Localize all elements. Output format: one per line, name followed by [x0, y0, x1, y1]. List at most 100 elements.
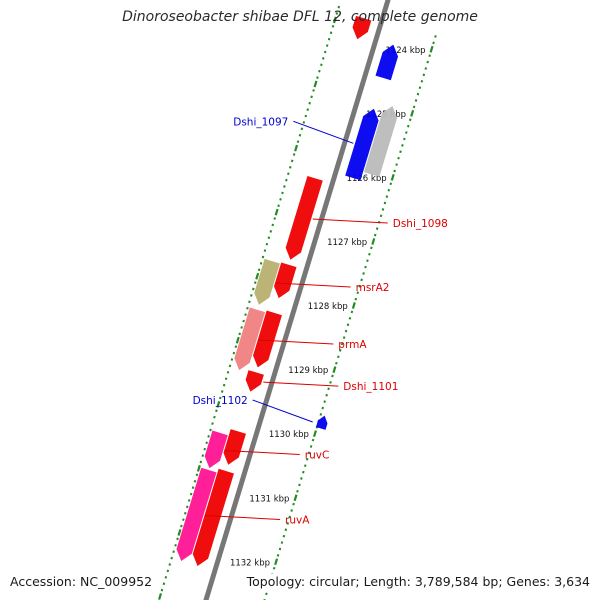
scale-minor-tick [215, 409, 218, 413]
scale-minor-tick [283, 185, 286, 188]
feature-label[interactable]: prmA [338, 339, 367, 351]
genome-summary: Topology: circular; Length: 3,789,584 bp… [244, 574, 592, 589]
gene-feature[interactable] [223, 429, 246, 465]
scale-minor-tick [318, 69, 321, 73]
scale-tick-label: 1132 kbp [230, 558, 270, 568]
gene-feature-msra2[interactable] [254, 258, 280, 305]
scale-minor-tick [280, 541, 284, 544]
scale-minor-tick [401, 144, 404, 147]
gene-feature[interactable] [192, 468, 234, 566]
gene-feature[interactable] [363, 105, 398, 177]
gene-feature[interactable] [375, 44, 399, 81]
scale-major-tick [312, 430, 317, 438]
scale-minor-tick [207, 435, 210, 438]
scale-minor-tick [193, 479, 197, 483]
scale-minor-tick [211, 422, 214, 425]
gene-feature[interactable] [352, 15, 372, 40]
scale-minor-tick [309, 445, 313, 448]
scale-minor-tick [316, 76, 319, 79]
scale-minor-tick [184, 511, 187, 515]
feature-label[interactable]: Dshi_1097 [233, 116, 288, 128]
scale-minor-tick [285, 178, 288, 182]
scale-major-tick [255, 272, 260, 280]
scale-minor-tick [350, 310, 354, 314]
scale-minor-tick [286, 522, 290, 525]
scale-minor-tick [174, 543, 177, 547]
scale-minor-tick [354, 297, 358, 301]
scale-major-tick [332, 16, 337, 24]
gene-feature-ruva[interactable] [176, 467, 217, 562]
scale-minor-tick [358, 284, 361, 288]
scale-minor-tick [308, 101, 311, 105]
scale-major-tick [313, 80, 318, 88]
scale-minor-tick [418, 86, 422, 90]
scale-minor-tick [329, 381, 332, 384]
scale-minor-tick [335, 12, 339, 15]
scale-minor-tick [383, 201, 387, 205]
scale-minor-tick [246, 306, 249, 310]
scale-minor-tick [408, 118, 412, 122]
scale-minor-tick [226, 370, 230, 374]
scale-minor-tick [187, 499, 191, 502]
scale-minor-tick [422, 73, 426, 77]
scale-minor-tick [259, 262, 263, 265]
gene-feature[interactable] [253, 310, 282, 368]
gene-feature-ruvc[interactable] [204, 430, 228, 469]
scale-minor-tick [213, 415, 216, 419]
scale-minor-tick [395, 163, 398, 166]
scale-minor-tick [238, 332, 241, 336]
scale-major-tick [177, 529, 182, 536]
scale-minor-tick [360, 278, 363, 282]
scale-minor-tick [432, 41, 435, 45]
feature-label[interactable]: Dshi_1101 [343, 381, 398, 393]
gene-feature-dshi_1101[interactable] [245, 370, 264, 392]
scale-major-tick [294, 144, 299, 152]
scale-minor-tick [406, 124, 410, 128]
feature-label[interactable]: Dshi_1102 [193, 395, 248, 407]
scale-minor-tick [412, 105, 416, 109]
scale-major-tick [332, 366, 337, 373]
gene-feature[interactable] [274, 262, 297, 299]
gene-feature-dshi_1097[interactable] [345, 108, 379, 181]
scale-minor-tick [288, 515, 291, 519]
scale-minor-tick [160, 588, 164, 592]
scale-minor-tick [311, 438, 315, 442]
scale-minor-tick [281, 191, 284, 195]
scale-minor-tick [305, 457, 309, 461]
scale-minor-tick [252, 287, 255, 291]
scale-minor-tick [385, 195, 389, 198]
scale-minor-tick [234, 345, 238, 349]
scale-major-tick [371, 238, 376, 245]
feature-label[interactable]: ruvA [285, 515, 310, 527]
feature-leader-line [293, 120, 354, 144]
scale-minor-tick [288, 165, 292, 169]
scale-minor-tick [278, 547, 282, 551]
scale-minor-tick [379, 214, 383, 218]
scale-major-tick [196, 465, 201, 472]
scale-tick-label: 1129 kbp [288, 366, 328, 376]
scale-minor-tick [346, 323, 350, 327]
gene-feature-dshi_1098[interactable] [285, 176, 323, 260]
scale-minor-tick [348, 316, 352, 320]
feature-label[interactable]: ruvC [305, 449, 330, 461]
scale-tick-label: 1124 kbp [385, 46, 425, 56]
scale-minor-tick [424, 67, 428, 70]
scale-minor-tick [263, 249, 267, 252]
scale-minor-tick [222, 383, 226, 387]
gene-feature-dshi_1102[interactable] [315, 415, 328, 430]
scale-minor-tick [180, 524, 183, 528]
scale-minor-tick [185, 505, 189, 509]
scale-minor-tick [307, 451, 311, 455]
scale-minor-tick [323, 400, 326, 403]
gene-feature-prma[interactable] [234, 307, 266, 371]
scale-major-tick [429, 45, 434, 53]
scale-minor-tick [290, 509, 293, 512]
scale-minor-tick [428, 54, 431, 58]
scale-minor-tick [269, 230, 273, 233]
feature-label[interactable]: msrA2 [356, 282, 390, 294]
scale-tick-label: 1127 kbp [327, 238, 367, 248]
scale-minor-tick [397, 156, 400, 160]
feature-label[interactable]: Dshi_1098 [393, 218, 448, 230]
scale-minor-tick [296, 140, 300, 144]
